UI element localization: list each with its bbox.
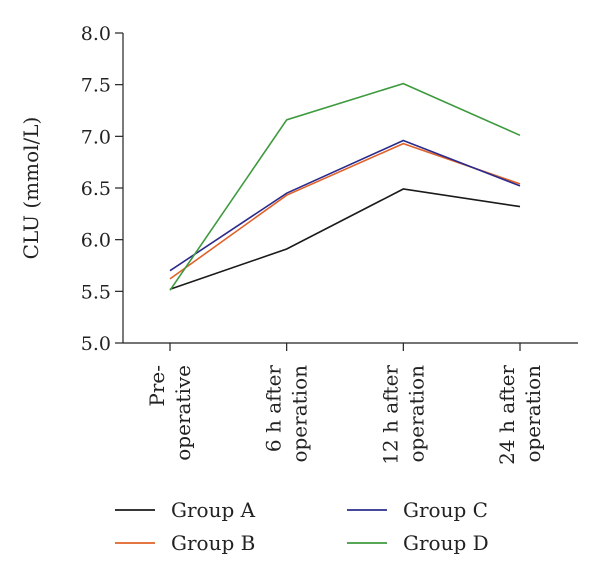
series-line-group-c — [169, 139, 521, 272]
x-tick-label-line: 6 h after — [262, 365, 286, 453]
legend-label: Group C — [403, 498, 488, 522]
y-tick-label: 6.5 — [81, 178, 111, 200]
plot-area — [169, 82, 521, 291]
y-tick-label: 8.0 — [81, 23, 111, 45]
legend-item-group-c: Group C — [347, 498, 488, 522]
x-tick-label-line: operative — [171, 365, 195, 461]
x-axis: Pre-operative 6 h after operation 12 h afte… — [123, 342, 578, 465]
x-tick-label-line: Pre- — [145, 365, 169, 407]
y-tick-label: 7.0 — [81, 126, 111, 148]
x-tick-label-line: operation — [521, 365, 545, 463]
legend-label: Group D — [403, 531, 489, 555]
y-tick-label: 6.0 — [81, 230, 111, 252]
x-tick-label: Pre-operative — [145, 365, 195, 461]
legend-label: Group B — [171, 531, 255, 555]
legend-item-group-a: Group A — [115, 498, 256, 522]
x-tick-label-line: 24 h after — [495, 365, 519, 465]
x-tick-label: 12 h after operation — [378, 365, 428, 465]
y-axis-title: CLU (mmol/L) — [19, 117, 43, 260]
series-line-group-a — [169, 188, 521, 291]
x-tick-label-line: operation — [404, 365, 428, 463]
legend: Group A Group B Group C Group D — [115, 498, 489, 555]
x-tick-label: 24 h after operation — [495, 365, 545, 465]
series-line-group-b — [169, 142, 521, 280]
series-line-group-d — [169, 82, 521, 291]
x-tick-label: 6 h after operation — [262, 365, 312, 463]
y-axis: 5.0 5.5 6.0 6.5 7.0 7.5 8.0 — [81, 23, 124, 355]
legend-item-group-d: Group D — [347, 531, 489, 555]
legend-item-group-b: Group B — [115, 531, 255, 555]
y-tick-label: 7.5 — [81, 75, 111, 97]
y-tick-label: 5.5 — [81, 281, 111, 303]
x-tick-label-line: operation — [288, 365, 312, 463]
x-tick-label-line: 12 h after — [378, 365, 402, 465]
legend-label: Group A — [171, 498, 256, 522]
y-tick-label: 5.0 — [81, 333, 111, 355]
